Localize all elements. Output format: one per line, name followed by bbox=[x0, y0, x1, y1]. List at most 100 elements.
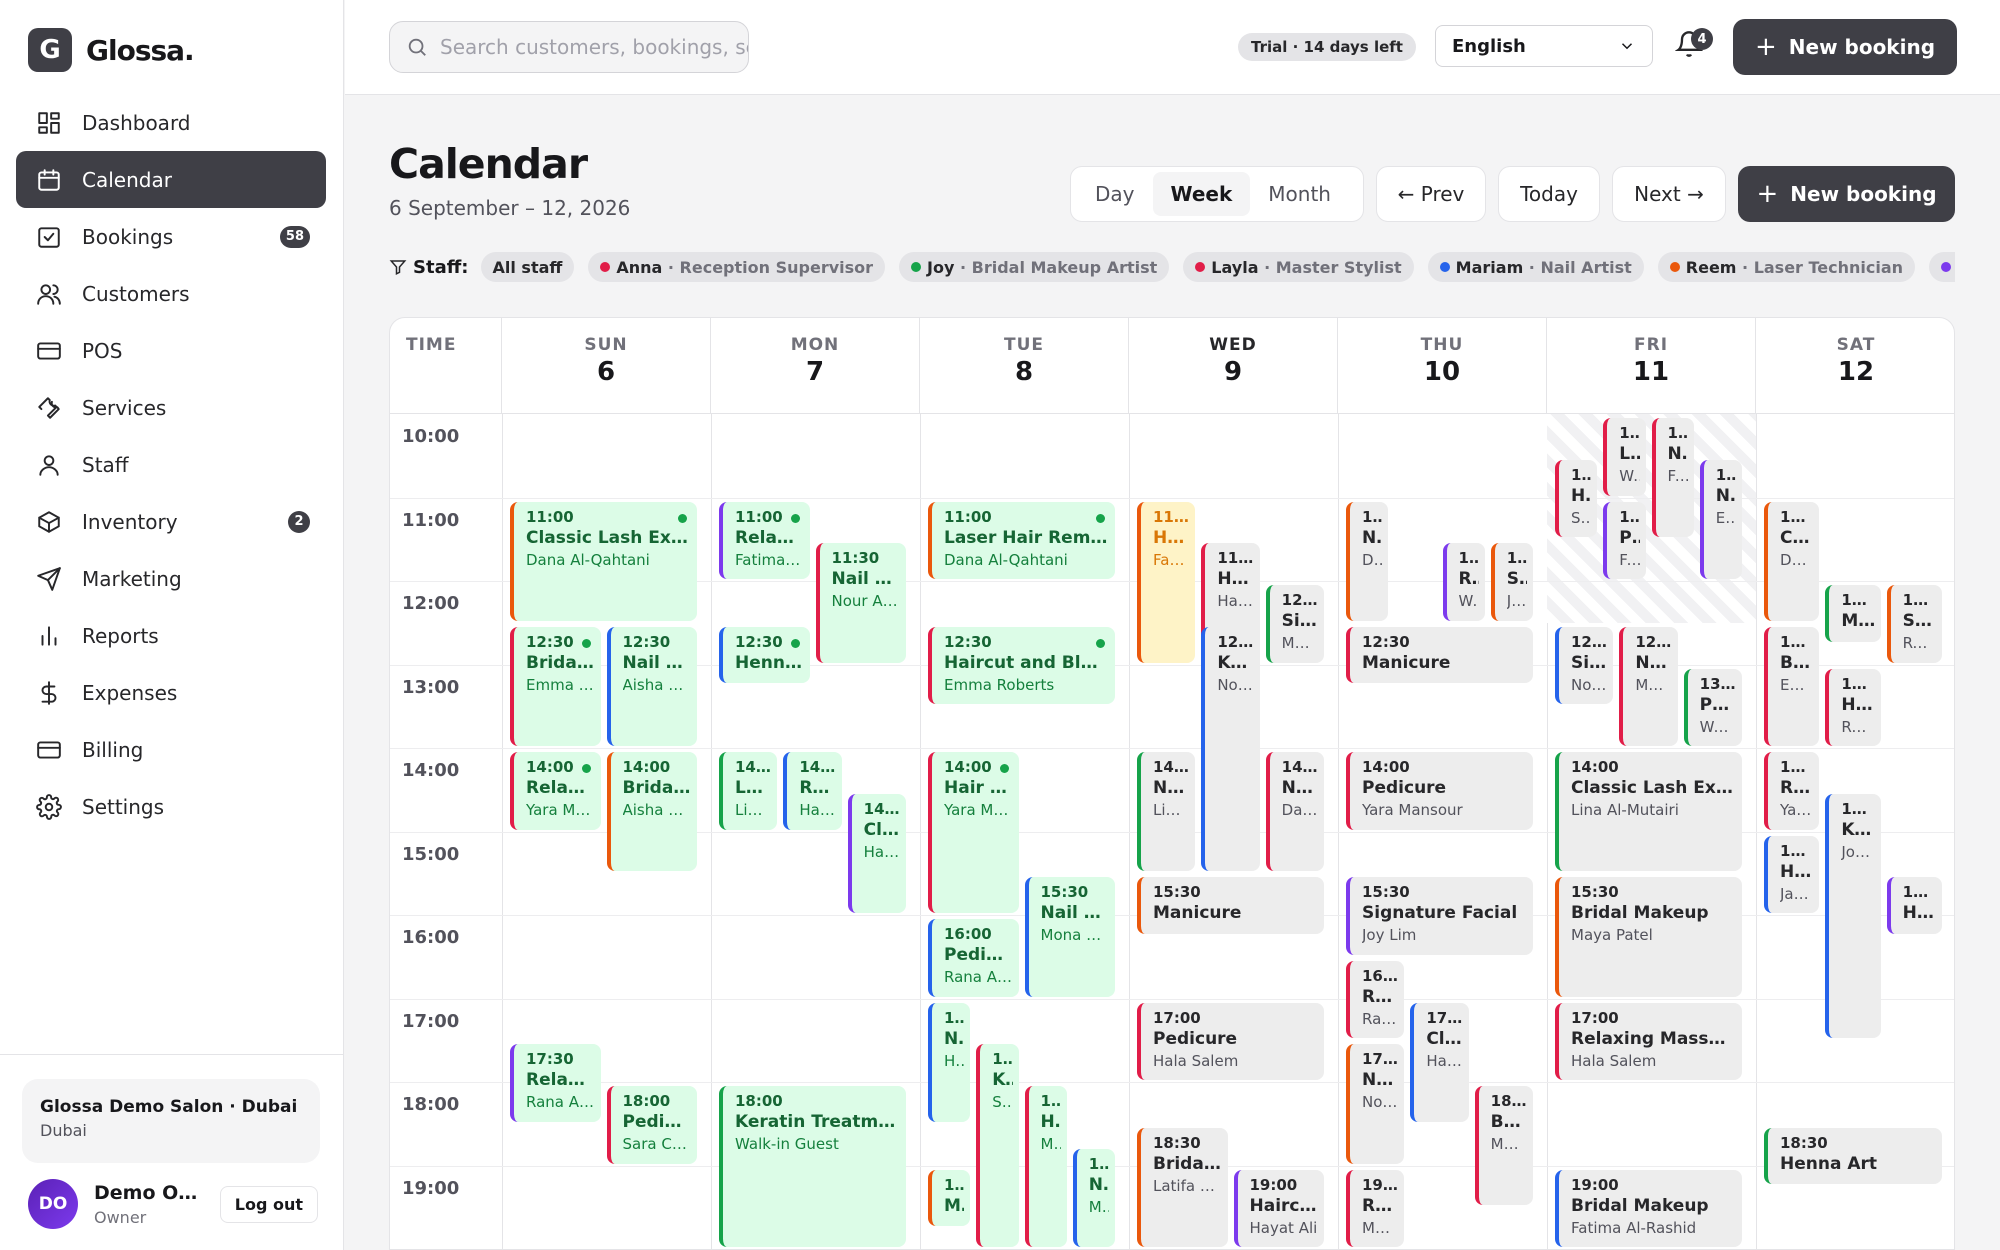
booking-card[interactable]: 10:00 Lash Lift Walk-in Guest bbox=[1603, 418, 1646, 496]
next-button[interactable]: Next → bbox=[1612, 166, 1726, 222]
chip-all-staff[interactable]: All staff bbox=[480, 252, 575, 282]
booking-card[interactable]: 15:30 Manicure bbox=[1137, 877, 1324, 934]
staff-chip-sara[interactable]: Sara bbox=[1929, 252, 1955, 282]
new-booking-button[interactable]: + New booking bbox=[1738, 166, 1955, 222]
booking-card[interactable]: 18:00 Hair Coloring Maya Patel bbox=[1024, 1086, 1067, 1247]
booking-card[interactable]: 18:30 Henna Art bbox=[1764, 1127, 1942, 1185]
booking-card[interactable]: 14:00 Relaxing Massage Hala Salem bbox=[783, 752, 842, 830]
booking-card[interactable]: 12:00 Signature Facial Maya Patel bbox=[1265, 585, 1324, 663]
sidebar-item-reports[interactable]: Reports bbox=[16, 607, 326, 664]
tab-month[interactable]: Month bbox=[1268, 182, 1331, 206]
search-input[interactable]: Search customers, bookings, services bbox=[389, 21, 749, 73]
booking-card[interactable]: 12:00 Signature Facial Reem Al-Amiri bbox=[1886, 585, 1942, 663]
booking-card[interactable]: 19:00Manicure bbox=[928, 1169, 971, 1227]
sidebar-item-settings[interactable]: Settings bbox=[16, 778, 326, 835]
staff-chip-reem[interactable]: Reem · Laser Technician bbox=[1657, 252, 1916, 282]
booking-card[interactable]: 14:00 Pedicure Yara Mansour bbox=[1346, 752, 1533, 830]
tab-day[interactable]: Day bbox=[1095, 182, 1135, 206]
booking-card[interactable]: 11:00Nail Extensions Dana Al-Qahtani bbox=[1346, 501, 1389, 621]
booking-card[interactable]: 14:00 Nail Extensions Lina Al-Mutairi bbox=[1137, 752, 1196, 872]
booking-card[interactable]: 18:00 Keratin Treatment Walk-in Guest bbox=[719, 1086, 906, 1247]
booking-card[interactable]: 14:00 Lash Lift Lina Al-Mutairi bbox=[719, 752, 778, 830]
booking-card[interactable]: 16:30Relaxing Massage Rana Al-Farsi bbox=[1346, 960, 1405, 1039]
staff-chip-mariam[interactable]: Mariam · Nail Artist bbox=[1427, 252, 1644, 282]
sidebar-item-staff[interactable]: Staff bbox=[16, 436, 326, 493]
prev-button[interactable]: ← Prev bbox=[1376, 166, 1486, 222]
booking-card[interactable]: 17:00Nail Extensions Hala Salem bbox=[928, 1002, 971, 1122]
booking-card[interactable]: 18:00 Pedicure Sara Croft bbox=[606, 1086, 697, 1164]
notifications-button[interactable]: 4 bbox=[1674, 28, 1713, 64]
staff-chip-joy[interactable]: Joy · Bridal Makeup Artist bbox=[899, 252, 1170, 282]
booking-card[interactable]: 14:00 Nail Extensions Dana Al-Qahtani bbox=[1265, 752, 1324, 872]
avatar[interactable]: DO bbox=[28, 1179, 78, 1229]
tab-week[interactable]: Week bbox=[1152, 172, 1251, 216]
booking-card[interactable]: 11:30Relaxing Massage Walk-in Guest bbox=[1442, 543, 1485, 621]
sidebar-item-bookings[interactable]: Bookings 58 bbox=[16, 208, 326, 265]
booking-card[interactable]: 19:00 Bridal Makeup Fatima Al-Rashid bbox=[1555, 1169, 1742, 1247]
booking-card[interactable]: 14:00 Bridal Makeup Aisha Al-Suwaidi bbox=[606, 752, 697, 872]
staff-chip-layla[interactable]: Layla · Master Stylist bbox=[1183, 252, 1414, 282]
booking-card[interactable]: 18:00 Bridal Makeup Maya Patel bbox=[1474, 1086, 1533, 1206]
booking-card[interactable]: 12:30 Manicure bbox=[1346, 626, 1533, 684]
sidebar-item-billing[interactable]: Billing bbox=[16, 721, 326, 778]
booking-card[interactable]: 14:30Classic Lash Extensions Hayat Ali bbox=[847, 793, 906, 913]
sidebar-item-services[interactable]: Services bbox=[16, 379, 326, 436]
staff-chip-anna[interactable]: Anna · Reception Supervisor bbox=[588, 252, 886, 282]
booking-card[interactable]: 14:30Keratin Treatment Joy Lim bbox=[1825, 793, 1881, 1039]
booking-card[interactable]: 17:00 Pedicure Hala Salem bbox=[1137, 1002, 1324, 1080]
booking-card[interactable]: 19:00Nail Extensions Mona Al-Said bbox=[1072, 1148, 1115, 1247]
app-logo[interactable]: G Glossa. bbox=[28, 28, 195, 72]
booking-card[interactable]: 17:30Relaxing Massage Rana Al-Farsi bbox=[510, 1044, 601, 1122]
booking-card[interactable]: 15:30 Bridal Makeup Maya Patel bbox=[1555, 877, 1742, 997]
salon-switcher[interactable]: Glossa Demo Salon · Dubai Dubai bbox=[22, 1079, 320, 1163]
language-select[interactable]: English bbox=[1435, 25, 1653, 67]
booking-card[interactable]: 10:00 Nail Extensions Fatima Al-Rashid bbox=[1651, 418, 1694, 538]
sidebar-item-calendar[interactable]: Calendar bbox=[16, 151, 326, 208]
sidebar-item-pos[interactable]: POS bbox=[16, 322, 326, 379]
sidebar-item-inventory[interactable]: Inventory 2 bbox=[16, 493, 326, 550]
sidebar-item-dashboard[interactable]: Dashboard bbox=[16, 94, 326, 151]
sidebar-item-marketing[interactable]: Marketing bbox=[16, 550, 326, 607]
booking-card[interactable]: 12:00 Manicure bbox=[1825, 585, 1881, 642]
booking-card[interactable]: 15:30 Signature Facial Joy Lim bbox=[1346, 877, 1533, 955]
logout-button[interactable]: Log out bbox=[219, 1185, 318, 1223]
booking-card[interactable]: 14:00 Classic Lash Extensions Lina Al-Muta… bbox=[1555, 752, 1742, 872]
new-booking-top-button[interactable]: + New booking bbox=[1733, 19, 1957, 75]
booking-card[interactable]: 16:00 Pedicure Rana Al-Farsi bbox=[928, 919, 1019, 997]
booking-card[interactable]: 17:30Keratin Treatment Sara Croft bbox=[976, 1044, 1019, 1247]
booking-card[interactable]: 17:00 Relaxing Massage Hala Salem bbox=[1555, 1002, 1742, 1080]
today-button[interactable]: Today bbox=[1498, 166, 1600, 222]
sidebar-item-expenses[interactable]: Expenses bbox=[16, 664, 326, 721]
booking-card[interactable]: 12:30Keratin Treatment Nour Al-Hashimi bbox=[1201, 626, 1260, 872]
